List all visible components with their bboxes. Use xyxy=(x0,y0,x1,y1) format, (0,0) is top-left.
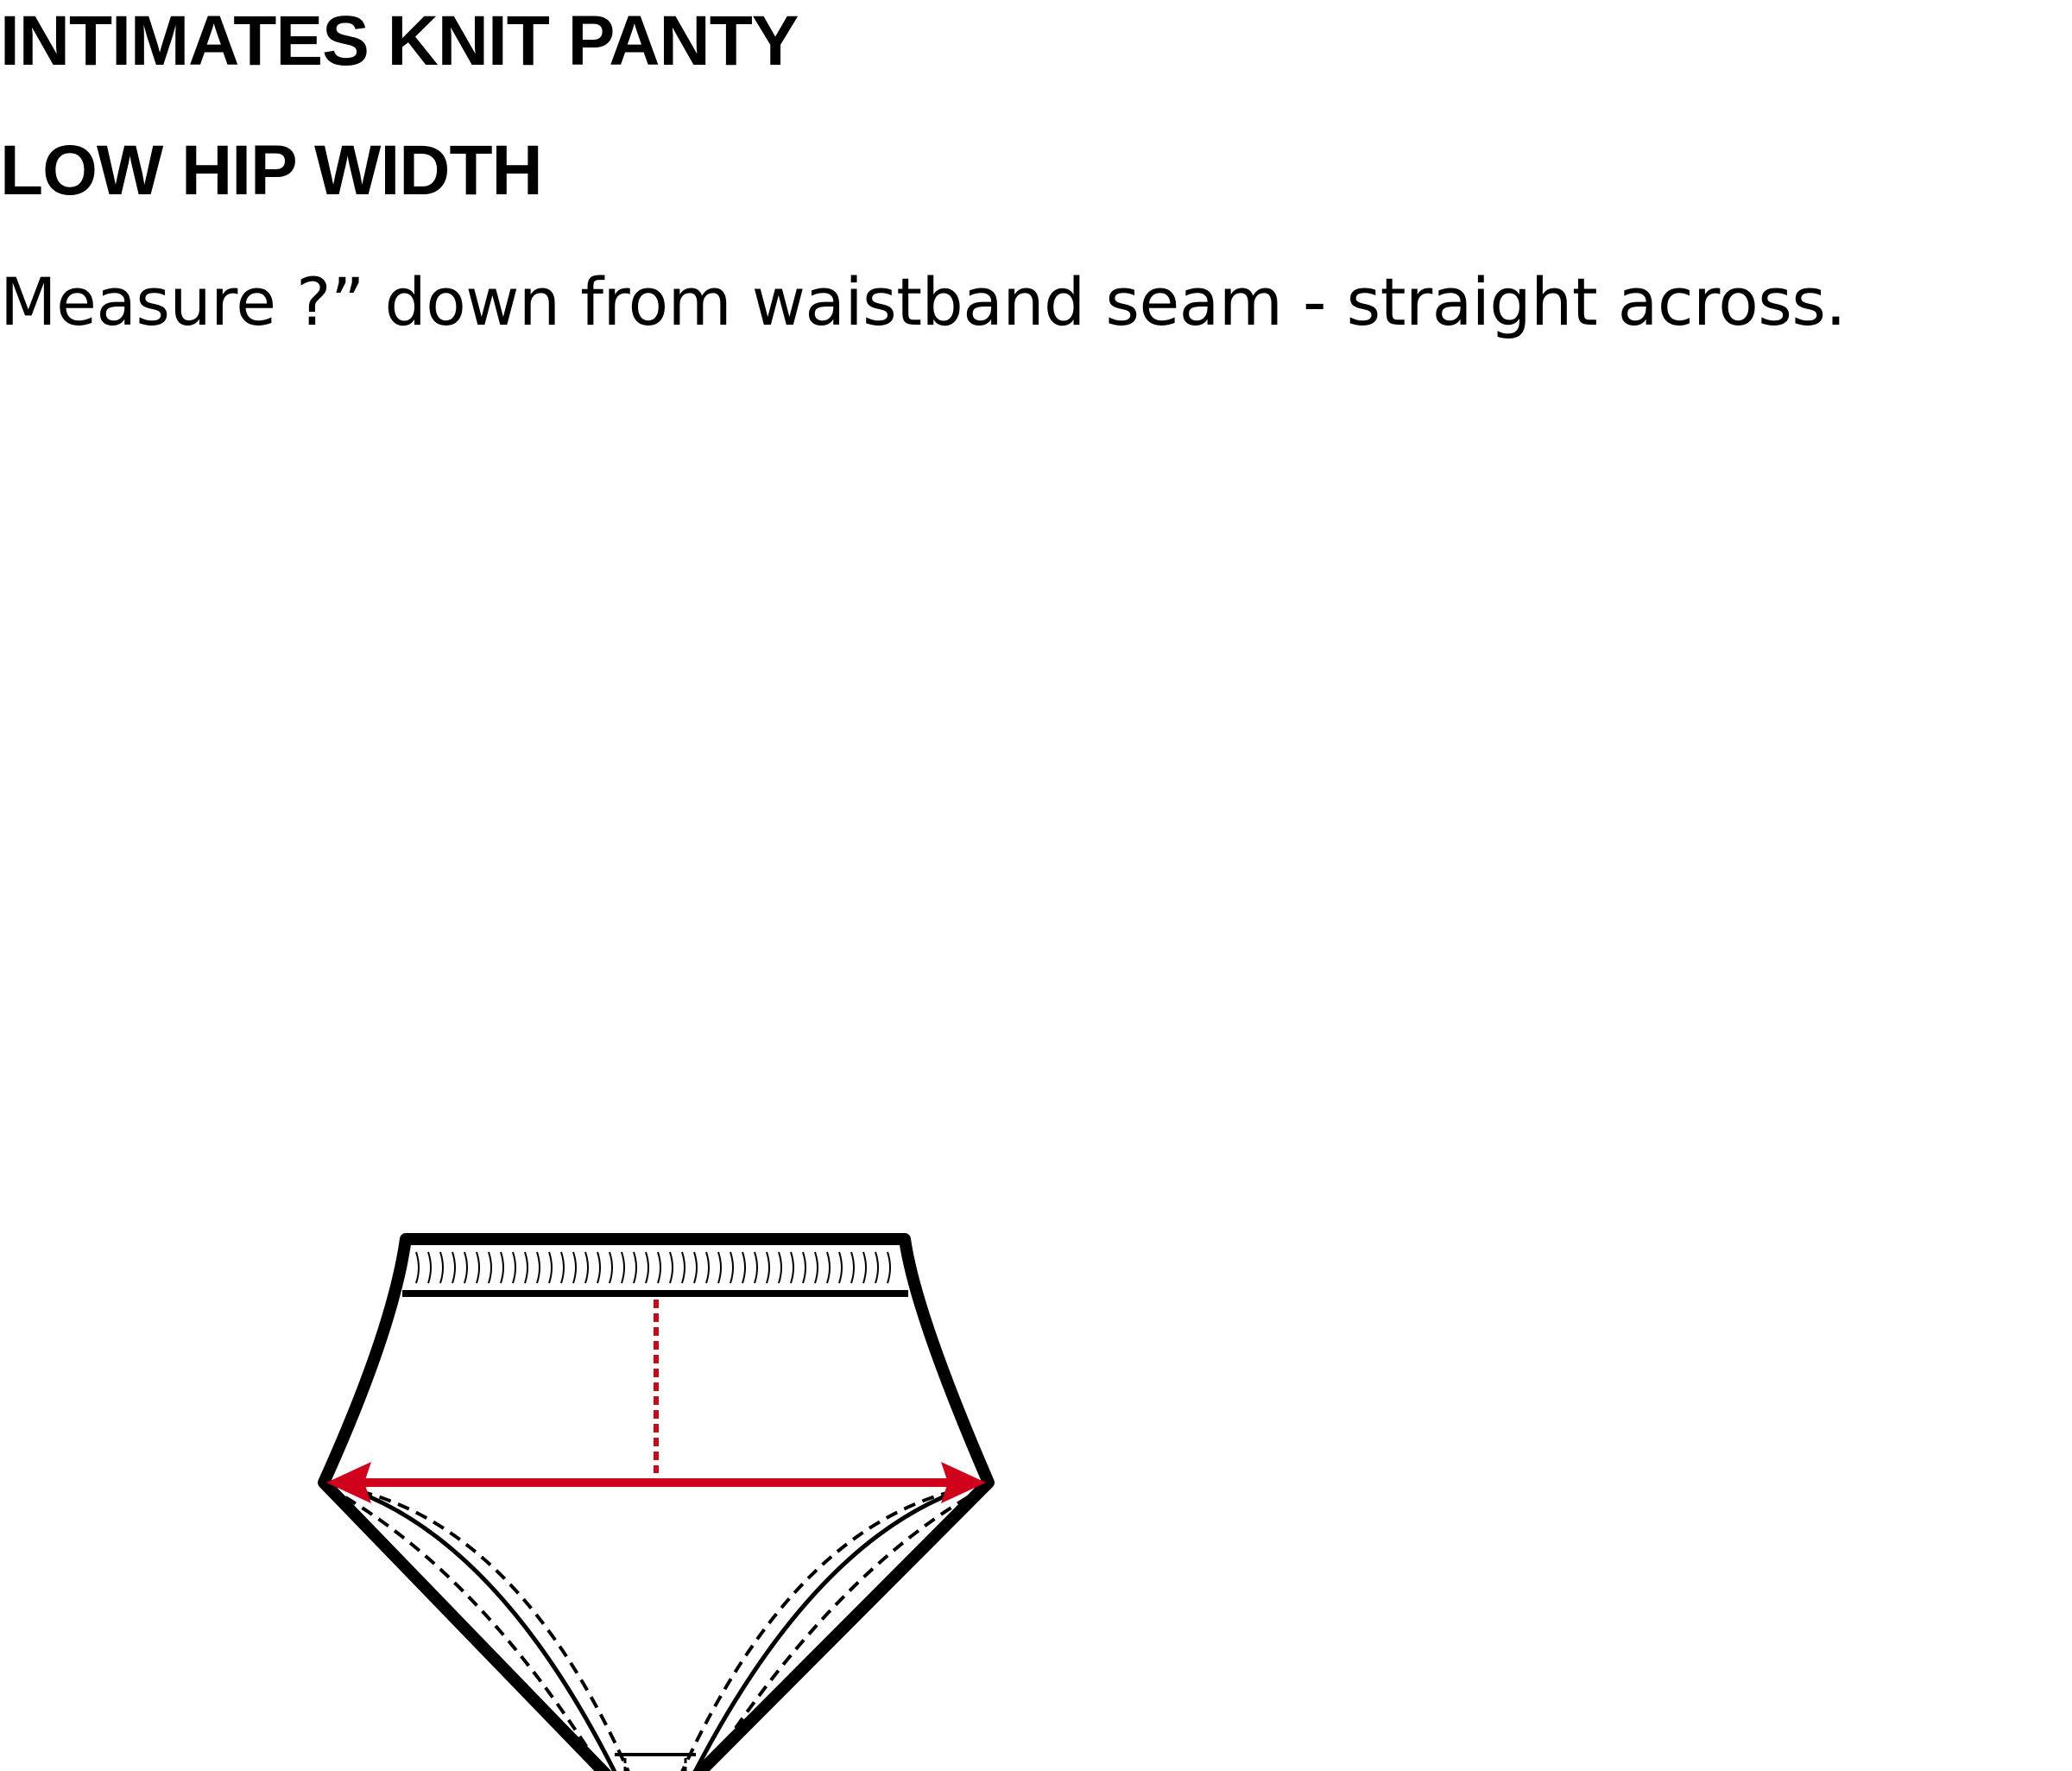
measurement-instruction: Measure ?” down from waistband seam - st… xyxy=(0,263,1847,340)
waistband xyxy=(402,1245,908,1297)
panty-measurement-diagram xyxy=(318,1233,995,1771)
arrow-head-left xyxy=(326,1462,371,1503)
waistband-ribbing xyxy=(415,1251,891,1284)
arrow-head-right xyxy=(941,1462,986,1503)
gusset xyxy=(615,1753,696,1771)
measurement-name: LOW HIP WIDTH xyxy=(0,131,543,210)
leg-openings xyxy=(332,1481,982,1771)
page-title: INTIMATES KNIT PANTY xyxy=(0,2,799,80)
low-hip-width-arrow xyxy=(326,1462,986,1503)
panty-outline xyxy=(318,1233,995,1771)
